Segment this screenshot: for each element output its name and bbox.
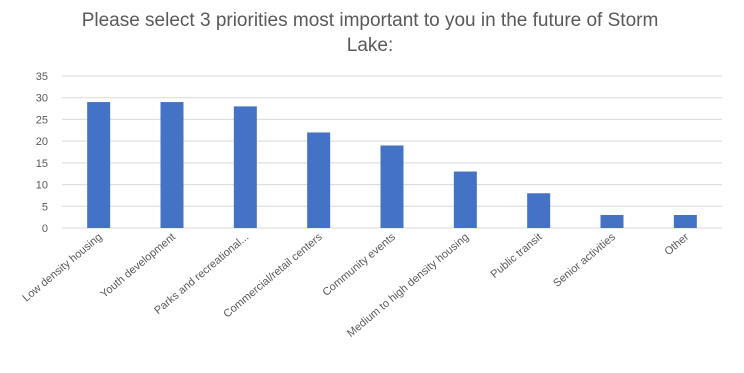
x-tick-label: Community events — [320, 231, 398, 299]
bar — [453, 171, 477, 228]
bar — [380, 145, 404, 228]
bar — [87, 102, 111, 228]
x-tick-label: Public transit — [489, 231, 545, 281]
x-tick-label: Low density housing — [21, 231, 105, 304]
bar — [307, 132, 331, 228]
y-tick-label: 10 — [36, 180, 48, 192]
y-tick-label: 15 — [36, 158, 48, 170]
bar — [527, 193, 551, 228]
y-tick-label: 0 — [42, 223, 48, 235]
y-tick-label: 35 — [36, 71, 48, 83]
bar — [233, 106, 257, 228]
x-tick-label: Senior activities — [551, 231, 618, 290]
x-tick-label: Youth development — [98, 231, 178, 300]
bar — [600, 214, 624, 228]
y-tick-label: 5 — [42, 201, 48, 213]
y-tick-label: 20 — [36, 136, 48, 148]
bar — [160, 102, 184, 228]
bar — [673, 214, 697, 228]
y-tick-label: 30 — [36, 93, 48, 105]
y-tick-label: 25 — [36, 114, 48, 126]
x-tick-label: Other — [662, 231, 691, 258]
chart-title: Please select 3 priorities most importan… — [81, 10, 659, 56]
x-tick-label: Medium to high density housing — [345, 231, 471, 340]
